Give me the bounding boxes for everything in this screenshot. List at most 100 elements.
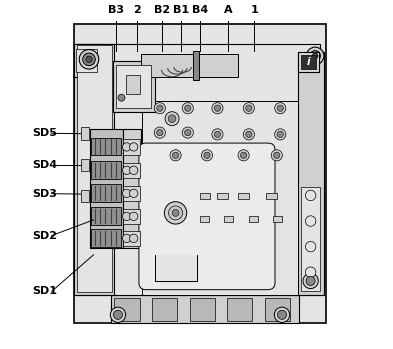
- Circle shape: [275, 103, 286, 114]
- Circle shape: [123, 166, 131, 174]
- Circle shape: [169, 206, 182, 220]
- Text: SD5: SD5: [33, 128, 57, 138]
- Circle shape: [118, 94, 125, 101]
- Circle shape: [154, 127, 165, 138]
- Bar: [249, 216, 257, 222]
- Circle shape: [79, 50, 99, 69]
- Circle shape: [110, 307, 126, 322]
- Circle shape: [83, 53, 95, 66]
- Circle shape: [201, 150, 213, 161]
- Bar: [111, 295, 299, 323]
- Circle shape: [238, 150, 249, 161]
- Circle shape: [310, 51, 320, 61]
- Circle shape: [305, 267, 316, 277]
- Circle shape: [123, 143, 131, 151]
- Circle shape: [307, 47, 324, 65]
- Circle shape: [243, 129, 254, 140]
- Circle shape: [277, 105, 283, 111]
- Bar: [227, 298, 252, 321]
- Bar: [239, 193, 249, 199]
- Circle shape: [212, 103, 223, 114]
- FancyBboxPatch shape: [139, 143, 275, 290]
- Bar: [126, 75, 140, 94]
- Circle shape: [123, 189, 131, 198]
- Bar: [273, 216, 282, 222]
- Circle shape: [154, 103, 165, 114]
- Circle shape: [114, 310, 123, 319]
- Bar: [81, 190, 89, 202]
- Bar: [76, 49, 97, 72]
- Circle shape: [312, 53, 318, 59]
- Bar: [123, 139, 140, 155]
- Bar: [142, 101, 298, 295]
- Bar: [91, 229, 121, 247]
- Circle shape: [303, 273, 318, 289]
- Circle shape: [243, 103, 254, 114]
- Circle shape: [274, 152, 280, 158]
- Circle shape: [246, 105, 252, 111]
- Bar: [90, 129, 123, 248]
- Bar: [123, 186, 140, 201]
- Circle shape: [182, 103, 193, 114]
- Circle shape: [271, 150, 282, 161]
- Bar: [81, 127, 89, 140]
- Circle shape: [168, 115, 176, 122]
- Bar: [217, 193, 228, 199]
- Text: SD1: SD1: [33, 287, 57, 296]
- Circle shape: [157, 105, 163, 111]
- Bar: [91, 138, 121, 155]
- Bar: [154, 255, 196, 283]
- Circle shape: [185, 105, 191, 111]
- Circle shape: [275, 129, 286, 140]
- Bar: [91, 184, 121, 202]
- Circle shape: [123, 234, 131, 243]
- Circle shape: [185, 129, 191, 136]
- Text: A: A: [224, 5, 232, 15]
- Circle shape: [129, 234, 138, 243]
- Circle shape: [182, 127, 193, 138]
- Circle shape: [170, 150, 181, 161]
- Bar: [113, 61, 154, 112]
- Text: B4: B4: [192, 5, 208, 15]
- Text: B3: B3: [108, 5, 124, 15]
- Text: B2: B2: [154, 5, 170, 15]
- Circle shape: [306, 276, 315, 285]
- Bar: [74, 24, 326, 323]
- Text: SD4: SD4: [33, 160, 58, 170]
- Circle shape: [305, 216, 316, 226]
- Bar: [298, 52, 320, 72]
- Bar: [114, 298, 140, 321]
- Bar: [91, 161, 121, 179]
- Bar: [301, 55, 316, 69]
- Bar: [123, 129, 141, 248]
- Circle shape: [305, 190, 316, 201]
- Circle shape: [86, 56, 92, 62]
- Bar: [193, 51, 199, 80]
- Bar: [200, 193, 211, 199]
- Bar: [91, 207, 121, 225]
- Text: SD3: SD3: [33, 189, 57, 199]
- Bar: [224, 216, 233, 222]
- Bar: [81, 159, 89, 171]
- Circle shape: [129, 212, 138, 221]
- Circle shape: [305, 242, 316, 252]
- Bar: [266, 193, 277, 199]
- Bar: [200, 216, 209, 222]
- Bar: [152, 298, 177, 321]
- Circle shape: [212, 129, 223, 140]
- Circle shape: [214, 131, 220, 138]
- Circle shape: [129, 189, 138, 198]
- Bar: [123, 163, 140, 178]
- Bar: [74, 44, 104, 77]
- Circle shape: [165, 112, 179, 126]
- Circle shape: [129, 166, 138, 174]
- Bar: [123, 231, 140, 246]
- Circle shape: [246, 131, 252, 138]
- Text: B1: B1: [173, 5, 189, 15]
- Bar: [141, 54, 239, 77]
- Circle shape: [214, 105, 220, 111]
- Text: 2: 2: [133, 5, 141, 15]
- Circle shape: [172, 209, 179, 216]
- Bar: [123, 209, 140, 224]
- Bar: [301, 187, 320, 291]
